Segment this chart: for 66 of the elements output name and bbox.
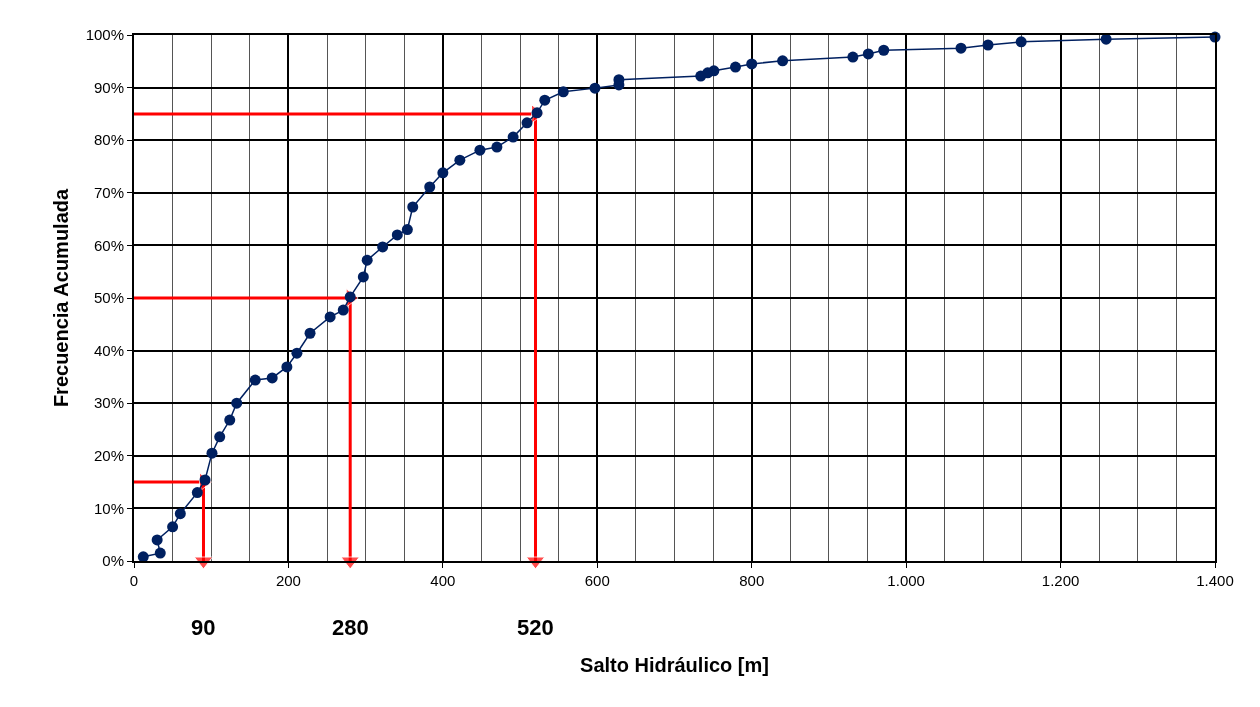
point xyxy=(337,304,349,316)
point xyxy=(324,311,336,323)
x-tick-label: 1.200 xyxy=(1041,572,1080,589)
point xyxy=(847,51,859,63)
point xyxy=(191,487,203,499)
point xyxy=(730,61,741,73)
point xyxy=(955,42,967,54)
x-axis-title: Salto Hidráulico [m] xyxy=(580,654,769,676)
x-tick-label: 1.400 xyxy=(1196,572,1234,589)
point xyxy=(281,361,293,373)
y-tick-label: 50% xyxy=(93,289,124,307)
x-tick-label: 400 xyxy=(430,572,456,589)
point xyxy=(151,534,163,546)
point xyxy=(557,86,569,98)
y-tick-label: 20% xyxy=(93,447,124,465)
point xyxy=(231,397,243,409)
point xyxy=(266,372,278,384)
point xyxy=(249,374,261,386)
point xyxy=(377,241,389,253)
y-tick-label: 40% xyxy=(93,341,124,359)
point xyxy=(878,44,890,56)
point xyxy=(167,521,179,533)
x-tick-label: 0 xyxy=(129,572,139,589)
point xyxy=(491,141,503,153)
point xyxy=(154,547,166,559)
point xyxy=(214,431,226,443)
point xyxy=(507,131,519,143)
y-tick-label: 90% xyxy=(93,78,124,96)
x-tick-label: 1.000 xyxy=(887,572,925,589)
point xyxy=(474,144,486,156)
point xyxy=(746,58,758,70)
point xyxy=(304,327,316,339)
point xyxy=(391,229,403,241)
x-tick-label: 600 xyxy=(584,572,610,589)
y-tick-label: 10% xyxy=(93,499,124,517)
text: 90 xyxy=(191,615,216,640)
point xyxy=(982,39,994,51)
point xyxy=(437,167,449,179)
y-tick-label: 0% xyxy=(102,552,124,570)
y-tick-label: 30% xyxy=(93,394,124,412)
point xyxy=(224,414,236,426)
point xyxy=(1015,36,1027,48)
point xyxy=(407,201,419,213)
y-tick-label: 70% xyxy=(93,184,124,202)
y-axis-title: Frecuencia Acumulada xyxy=(49,188,72,408)
point xyxy=(424,181,436,193)
point xyxy=(777,55,789,67)
point xyxy=(539,94,551,106)
text: 280 xyxy=(332,615,369,640)
point xyxy=(291,347,303,359)
x-tick-label: 200 xyxy=(275,572,301,589)
point xyxy=(361,254,373,266)
point xyxy=(174,508,186,520)
point xyxy=(357,271,369,283)
point xyxy=(206,447,218,459)
point xyxy=(521,117,533,129)
y-tick-label: 60% xyxy=(93,236,124,254)
point xyxy=(454,154,466,166)
text: 520 xyxy=(517,615,554,640)
point xyxy=(589,82,601,94)
point xyxy=(401,224,413,236)
y-tick-label: 100% xyxy=(85,26,124,44)
point xyxy=(708,65,720,77)
y-tick-label: 80% xyxy=(93,131,124,149)
x-tick-label: 800 xyxy=(739,572,765,589)
point xyxy=(862,48,874,60)
